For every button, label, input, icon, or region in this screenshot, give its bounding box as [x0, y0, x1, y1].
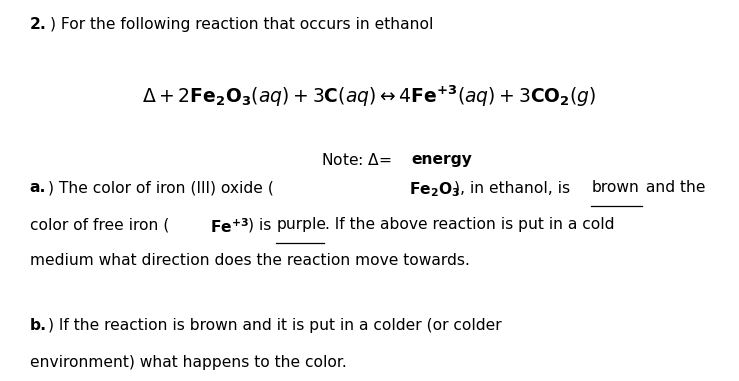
Text: b.: b.: [30, 318, 47, 333]
Text: and the: and the: [641, 180, 706, 195]
Text: Note: $\Delta$=: Note: $\Delta$=: [321, 152, 392, 168]
Text: $\mathbf{Fe_2O_3}$: $\mathbf{Fe_2O_3}$: [409, 180, 460, 199]
Text: 2.: 2.: [30, 17, 47, 32]
Text: color of free iron (: color of free iron (: [30, 217, 169, 232]
Text: ), in ethanol, is: ), in ethanol, is: [454, 180, 576, 195]
Text: energy: energy: [411, 152, 471, 167]
Text: $\Delta + 2\mathbf{Fe_2O_3}(aq) + 3\mathbf{C}(aq) \leftrightarrow 4\mathbf{Fe^{+: $\Delta + 2\mathbf{Fe_2O_3}(aq) + 3\math…: [142, 84, 597, 109]
Text: ) If the reaction is brown and it is put in a colder (or colder: ) If the reaction is brown and it is put…: [48, 318, 502, 333]
Text: ) is: ) is: [248, 217, 276, 232]
Text: purple: purple: [276, 217, 327, 232]
Text: brown: brown: [591, 180, 639, 195]
Text: ) The color of iron (III) oxide (: ) The color of iron (III) oxide (: [48, 180, 274, 195]
Text: a.: a.: [30, 180, 46, 195]
Text: ) For the following reaction that occurs in ethanol: ) For the following reaction that occurs…: [50, 17, 434, 32]
Text: . If the above reaction is put in a cold: . If the above reaction is put in a cold: [325, 217, 615, 232]
Text: environment) what happens to the color.: environment) what happens to the color.: [30, 355, 347, 370]
Text: medium what direction does the reaction move towards.: medium what direction does the reaction …: [30, 253, 469, 268]
Text: $\mathbf{Fe^{+3}}$: $\mathbf{Fe^{+3}}$: [210, 217, 249, 236]
